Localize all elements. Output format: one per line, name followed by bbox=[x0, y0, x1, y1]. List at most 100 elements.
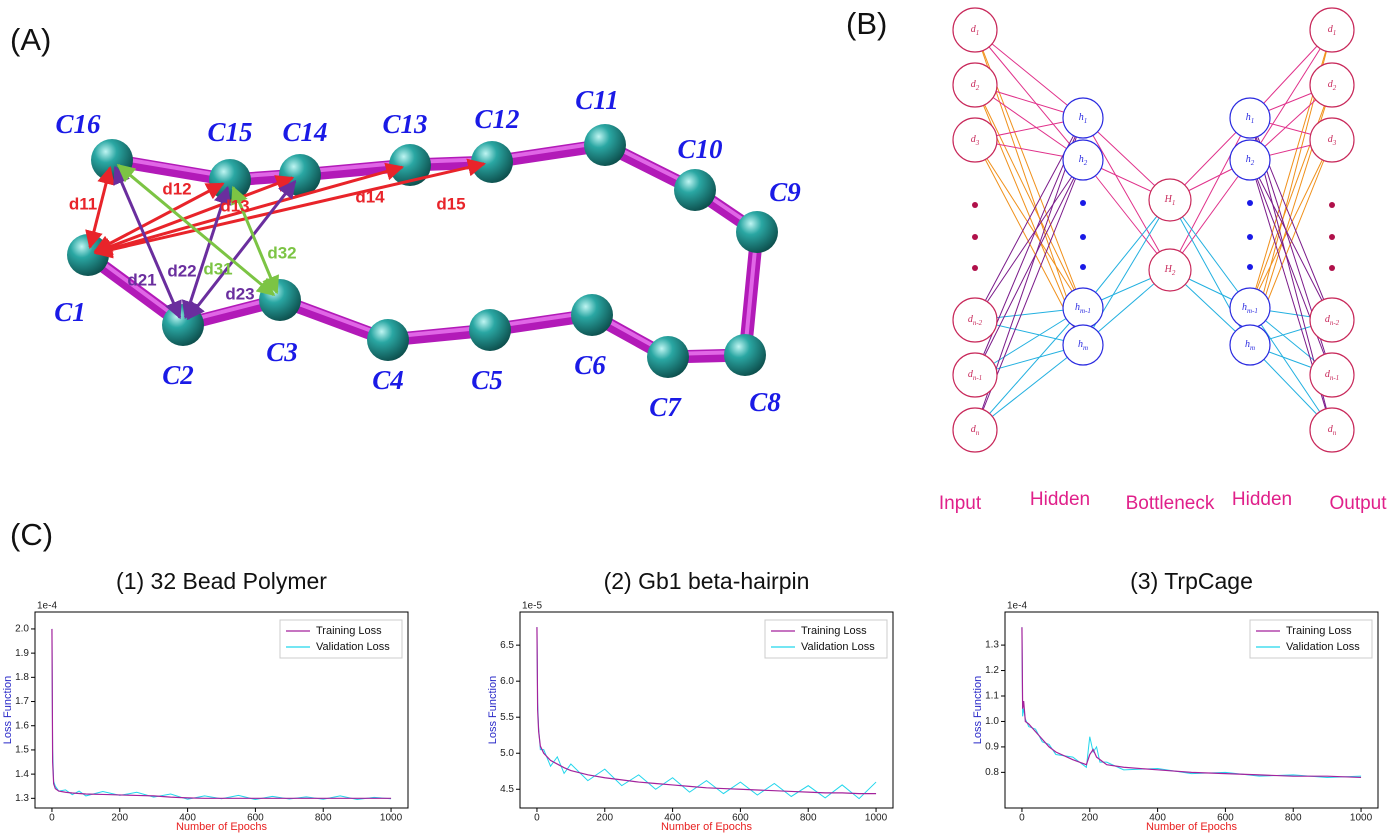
bead-label: C5 bbox=[471, 365, 503, 395]
legend-label: Training Loss bbox=[1286, 625, 1352, 637]
x-tick-label: 600 bbox=[247, 813, 264, 824]
layer-label: Hidden bbox=[1030, 489, 1090, 510]
node-label-sub: 1 bbox=[976, 29, 980, 37]
x-tick-label: 200 bbox=[596, 813, 613, 824]
bead-label: C10 bbox=[677, 134, 723, 164]
offset-label: 1e-4 bbox=[1007, 601, 1027, 612]
figure: (A) (B) (C) d11d12d13d14d15d21d22d23d31d… bbox=[0, 0, 1396, 833]
bead-label: C9 bbox=[769, 177, 801, 207]
bead-label: C6 bbox=[574, 350, 606, 380]
y-tick-label: 1.2 bbox=[985, 665, 999, 676]
x-tick-label: 0 bbox=[1019, 813, 1025, 824]
ellipsis-dot bbox=[1329, 202, 1335, 208]
ellipsis-dot bbox=[1247, 200, 1253, 206]
y-tick-label: 1.5 bbox=[15, 745, 29, 756]
node-label-sub: n bbox=[1333, 429, 1337, 437]
x-tick-label: 1000 bbox=[380, 813, 403, 824]
x-tick-label: 800 bbox=[315, 813, 332, 824]
y-tick-label: 1.8 bbox=[15, 672, 29, 683]
bead-label: C8 bbox=[749, 387, 781, 417]
x-tick-label: 800 bbox=[1285, 813, 1302, 824]
offset-label: 1e-5 bbox=[522, 601, 542, 612]
legend-label: Validation Loss bbox=[316, 641, 390, 653]
bead bbox=[647, 336, 689, 378]
node-label-sub: 1 bbox=[1333, 29, 1337, 37]
chart-title: (1) 32 Bead Polymer bbox=[116, 568, 327, 594]
node-label-sub: 3 bbox=[1332, 139, 1337, 147]
distance-label: d12 bbox=[162, 179, 191, 198]
bead bbox=[367, 319, 409, 361]
ellipsis-dot bbox=[972, 202, 978, 208]
y-tick-label: 6.0 bbox=[500, 676, 514, 687]
y-tick-label: 4.5 bbox=[500, 784, 514, 795]
bead bbox=[67, 234, 109, 276]
ellipsis-dot bbox=[1247, 264, 1253, 270]
ellipsis-dot bbox=[1329, 265, 1335, 271]
layer-label: Output bbox=[1329, 493, 1387, 514]
bead-label: C12 bbox=[474, 104, 519, 134]
bead-label: C3 bbox=[266, 337, 298, 367]
x-tick-label: 400 bbox=[664, 813, 681, 824]
y-tick-label: 1.3 bbox=[15, 793, 29, 804]
bead bbox=[469, 309, 511, 351]
bead bbox=[471, 141, 513, 183]
panel-label: (A) bbox=[10, 22, 51, 57]
chart-title: (2) Gb1 beta-hairpin bbox=[604, 568, 810, 594]
distance-arrow bbox=[95, 184, 223, 252]
ellipsis-dot bbox=[1247, 234, 1253, 240]
y-tick-label: 1.1 bbox=[985, 691, 999, 702]
node-label-sub: m-1 bbox=[1247, 307, 1258, 315]
distance-label: d23 bbox=[225, 284, 254, 303]
panel-label: (C) bbox=[10, 517, 53, 552]
distance-label: d13 bbox=[220, 196, 249, 215]
ellipsis-dot bbox=[1080, 200, 1086, 206]
y-tick-label: 5.5 bbox=[500, 712, 514, 723]
x-tick-label: 200 bbox=[111, 813, 128, 824]
x-tick-label: 600 bbox=[1217, 813, 1234, 824]
bead-label: C13 bbox=[382, 109, 427, 139]
y-tick-label: 0.9 bbox=[985, 742, 999, 753]
bead bbox=[571, 294, 613, 336]
node-label-sub: 2 bbox=[1084, 159, 1088, 167]
node-label-sub: 2 bbox=[1251, 159, 1255, 167]
node-label-sub: n-1 bbox=[973, 374, 982, 382]
bead-label: C2 bbox=[162, 360, 194, 390]
x-tick-label: 200 bbox=[1081, 813, 1098, 824]
distance-label: d31 bbox=[203, 259, 232, 278]
ellipsis-dot bbox=[1080, 234, 1086, 240]
node-label-sub: n-2 bbox=[1330, 319, 1340, 327]
x-tick-label: 1000 bbox=[865, 813, 888, 824]
node-label-sub: m-1 bbox=[1080, 307, 1091, 315]
y-tick-label: 2.0 bbox=[15, 624, 29, 635]
chart-title: (3) TrpCage bbox=[1130, 568, 1253, 594]
x-tick-label: 0 bbox=[534, 813, 540, 824]
node-label-sub: 1 bbox=[1251, 117, 1255, 125]
node-label-sub: 2 bbox=[1172, 269, 1176, 277]
bead-label: C16 bbox=[55, 109, 101, 139]
x-tick-label: 600 bbox=[732, 813, 749, 824]
node-label-sub: m bbox=[1250, 344, 1255, 352]
ellipsis-dot bbox=[1080, 264, 1086, 270]
ellipsis-dot bbox=[1329, 234, 1335, 240]
legend-label: Training Loss bbox=[316, 625, 382, 637]
bead-label: C15 bbox=[207, 117, 252, 147]
layer-label: Hidden bbox=[1232, 489, 1292, 510]
y-tick-label: 0.8 bbox=[985, 767, 999, 778]
x-tick-label: 0 bbox=[49, 813, 55, 824]
y-tick-label: 5.0 bbox=[500, 748, 514, 759]
layer-label: Input bbox=[939, 493, 982, 514]
node-label-sub: 1 bbox=[1084, 117, 1088, 125]
x-tick-label: 400 bbox=[1149, 813, 1166, 824]
distance-label: d15 bbox=[436, 194, 465, 213]
node-label-sub: n-2 bbox=[973, 319, 983, 327]
bead-label: C7 bbox=[649, 392, 682, 422]
bead-label: C1 bbox=[54, 297, 86, 327]
node-label-sub: m bbox=[1083, 344, 1088, 352]
y-axis-label: Loss Function bbox=[2, 676, 14, 744]
bead-label: C11 bbox=[575, 85, 619, 115]
node-label-sub: 3 bbox=[975, 139, 980, 147]
distance-label: d11 bbox=[69, 194, 97, 213]
y-axis-label: Loss Function bbox=[487, 676, 499, 744]
panel-label: (B) bbox=[846, 6, 887, 41]
y-tick-label: 1.0 bbox=[985, 716, 999, 727]
